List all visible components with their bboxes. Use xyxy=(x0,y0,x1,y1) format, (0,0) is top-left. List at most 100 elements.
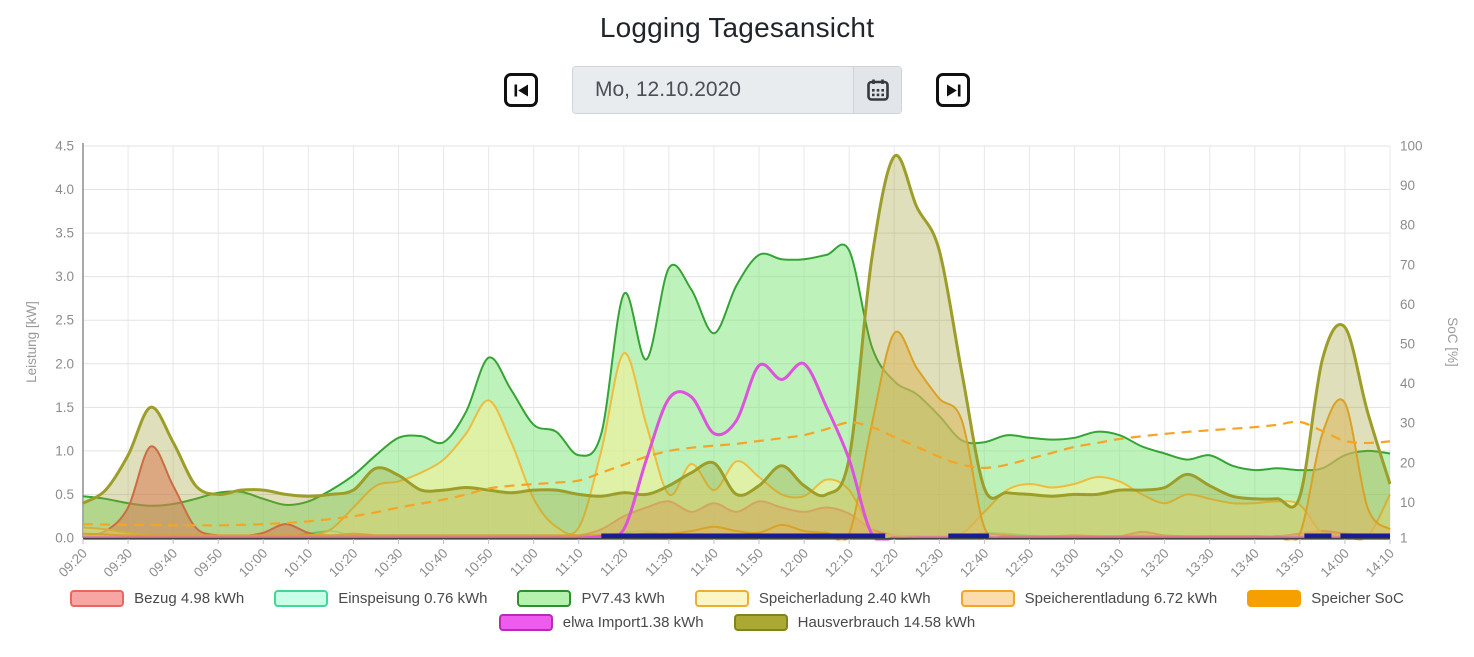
prev-day-button[interactable] xyxy=(504,73,538,107)
svg-text:10:30: 10:30 xyxy=(371,546,406,581)
series-speicherentladung xyxy=(82,330,1391,541)
svg-text:100: 100 xyxy=(1400,139,1423,154)
svg-text:12:10: 12:10 xyxy=(822,546,857,581)
legend-label: Hausverbrauch 14.58 kWh xyxy=(797,614,976,631)
legend-swatch xyxy=(517,590,572,607)
svg-text:90: 90 xyxy=(1400,178,1415,193)
svg-text:13:00: 13:00 xyxy=(1047,546,1082,581)
svg-text:10:10: 10:10 xyxy=(281,546,316,581)
svg-text:12:20: 12:20 xyxy=(867,546,902,581)
calendar-icon xyxy=(866,79,889,101)
svg-text:11:50: 11:50 xyxy=(732,546,766,580)
svg-text:13:50: 13:50 xyxy=(1272,546,1307,581)
page-title: Logging Tagesansicht xyxy=(599,12,875,43)
legend-label: Speicher SoC xyxy=(1311,590,1404,607)
legend-label: elwa Import1.38 kWh xyxy=(562,614,704,631)
svg-text:11:20: 11:20 xyxy=(597,546,631,580)
svg-text:11:00: 11:00 xyxy=(507,546,541,580)
svg-text:70: 70 xyxy=(1400,257,1415,272)
series-pv-fill xyxy=(83,244,1390,538)
y-right-tick-labels: 1 10 20 30 40 50 60 70 80 90 100 xyxy=(1400,139,1423,546)
x-tick-labels: 09:20 09:30 09:40 09:50 10:00 10:10 10:20 10:30… xyxy=(56,539,1398,581)
y-left-axis-title: Leistung [kW] xyxy=(24,301,39,383)
svg-text:09:30: 09:30 xyxy=(101,546,136,581)
y-left-tick-labels: 0.0 0.5 1.0 1.5 2.0 2.5 3.0 3.5 4.0 4.5 xyxy=(55,139,74,546)
legend-label: Speicherentladung 6.72 kWh xyxy=(1024,590,1218,607)
legend-item-speicherladung: Speicherladung 2.40 kWh xyxy=(694,590,931,607)
legend-swatch xyxy=(694,590,749,607)
legend-swatch xyxy=(498,614,553,631)
svg-text:2.5: 2.5 xyxy=(55,313,74,328)
legend-swatch xyxy=(70,590,125,607)
calendar-button[interactable] xyxy=(853,67,901,113)
svg-text:12:00: 12:00 xyxy=(777,546,812,581)
chart-region: 09:20 09:30 09:40 09:50 10:00 10:10 10:20 10:30… xyxy=(0,128,1474,593)
svg-text:60: 60 xyxy=(1400,297,1415,312)
svg-text:14:10: 14:10 xyxy=(1363,546,1398,581)
date-controls xyxy=(0,66,1474,114)
day-chart-canvas[interactable]: 09:20 09:30 09:40 09:50 10:00 10:10 10:20 10:30… xyxy=(0,128,1474,588)
series-pv xyxy=(82,243,1391,507)
svg-text:12:40: 12:40 xyxy=(957,546,992,581)
svg-text:10: 10 xyxy=(1400,495,1415,510)
svg-text:11:10: 11:10 xyxy=(552,546,586,580)
svg-text:12:50: 12:50 xyxy=(1002,546,1037,581)
svg-text:10:00: 10:00 xyxy=(236,546,271,581)
svg-text:13:10: 13:10 xyxy=(1092,546,1127,581)
skip-previous-icon xyxy=(514,84,528,96)
svg-text:1.5: 1.5 xyxy=(55,400,74,415)
svg-text:13:30: 13:30 xyxy=(1182,546,1217,581)
svg-text:80: 80 xyxy=(1400,218,1415,233)
svg-text:14:00: 14:00 xyxy=(1318,546,1353,581)
legend-row: Bezug 4.98 kWh Einspeisung 0.76 kWh PV7.43… xyxy=(70,590,1404,607)
svg-text:09:20: 09:20 xyxy=(56,546,91,581)
legend-item-speicher: Speicher SoC xyxy=(1247,590,1404,607)
svg-text:2.0: 2.0 xyxy=(55,356,74,371)
legend-label: PV7.43 kWh xyxy=(581,590,665,607)
y-right-axis-title: SoC [%] xyxy=(1445,317,1460,367)
svg-text:13:20: 13:20 xyxy=(1137,546,1172,581)
legend-swatch xyxy=(960,590,1015,607)
svg-text:09:40: 09:40 xyxy=(146,546,181,581)
legend-label: Speicherladung 2.40 kWh xyxy=(758,590,931,607)
next-day-button[interactable] xyxy=(936,73,970,107)
svg-text:0.0: 0.0 xyxy=(55,531,74,546)
legend-swatch xyxy=(733,614,788,631)
svg-text:11:30: 11:30 xyxy=(642,546,676,580)
svg-text:13:40: 13:40 xyxy=(1227,546,1262,581)
skip-next-icon xyxy=(946,84,960,96)
legend-item-hausverbrauch: Hausverbrauch 14.58 kWh xyxy=(733,614,976,631)
legend-swatch xyxy=(1247,590,1302,607)
legend-item-bezug: Bezug 4.98 kWh xyxy=(70,590,244,607)
svg-text:0.5: 0.5 xyxy=(55,487,74,502)
legend-item-speicherentladung: Speicherentladung 6.72 kWh xyxy=(960,590,1218,607)
svg-text:10:50: 10:50 xyxy=(461,546,496,581)
series-speicher-soc xyxy=(82,420,1391,527)
legend-row: elwa Import1.38 kWh Hausverbrauch 14.58 k… xyxy=(498,614,976,631)
series-hausverbrauch xyxy=(82,153,1391,509)
svg-text:4.0: 4.0 xyxy=(55,182,74,197)
svg-text:20: 20 xyxy=(1400,455,1415,470)
svg-text:11:40: 11:40 xyxy=(687,546,721,580)
series-group xyxy=(82,153,1391,541)
svg-text:4.5: 4.5 xyxy=(55,139,74,154)
svg-text:40: 40 xyxy=(1400,376,1415,391)
svg-text:10:40: 10:40 xyxy=(416,546,451,581)
svg-text:12:30: 12:30 xyxy=(912,546,947,581)
svg-text:3.5: 3.5 xyxy=(55,226,74,241)
svg-text:30: 30 xyxy=(1400,416,1415,431)
date-picker-group xyxy=(572,66,902,114)
legend-item-elwa: elwa Import1.38 kWh xyxy=(498,614,704,631)
svg-text:09:50: 09:50 xyxy=(191,546,226,581)
legend-label: Bezug 4.98 kWh xyxy=(134,590,245,607)
legend-item-pv7.43: PV7.43 kWh xyxy=(517,590,665,607)
svg-text:3.0: 3.0 xyxy=(55,269,74,284)
chart-legend: Bezug 4.98 kWh Einspeisung 0.76 kWh PV7.43… xyxy=(0,590,1474,631)
svg-text:1.0: 1.0 xyxy=(55,443,74,458)
date-input[interactable] xyxy=(573,67,853,113)
series-speicherladung-fill xyxy=(83,353,1390,540)
svg-text:10:20: 10:20 xyxy=(326,546,361,581)
svg-text:50: 50 xyxy=(1400,336,1415,351)
legend-swatch xyxy=(274,590,329,607)
